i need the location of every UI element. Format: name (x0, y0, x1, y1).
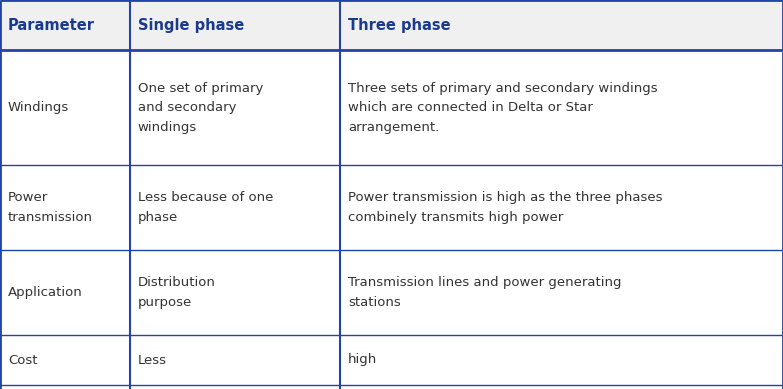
Bar (0, 250, 130, 335)
Text: One set of primary
and secondary
windings: One set of primary and secondary winding… (138, 82, 263, 133)
Bar (130, 50, 340, 165)
Bar (340, 385, 783, 389)
Bar (0, 50, 130, 165)
Bar (130, 165, 340, 250)
Text: Transmission lines and power generating
stations: Transmission lines and power generating … (348, 276, 622, 309)
Bar (340, 165, 783, 250)
Bar (130, 385, 340, 389)
Bar (340, 250, 783, 335)
Text: Single phase: Single phase (138, 18, 244, 33)
Text: high: high (348, 354, 377, 366)
Text: Parameter: Parameter (8, 18, 95, 33)
Text: Three phase: Three phase (348, 18, 450, 33)
Text: Power transmission is high as the three phases
combinely transmits high power: Power transmission is high as the three … (348, 191, 662, 224)
Text: Less: Less (138, 354, 167, 366)
Bar (340, 335, 783, 385)
Text: Cost: Cost (8, 354, 38, 366)
Bar (0, 385, 130, 389)
Bar (0, 165, 130, 250)
Text: Less because of one
phase: Less because of one phase (138, 191, 273, 224)
Text: Three sets of primary and secondary windings
which are connected in Delta or Sta: Three sets of primary and secondary wind… (348, 82, 658, 133)
Text: Distribution
purpose: Distribution purpose (138, 276, 215, 309)
Bar (130, 335, 340, 385)
Bar (130, 0, 340, 50)
Bar (0, 0, 130, 50)
Bar (340, 50, 783, 165)
Bar (130, 250, 340, 335)
Text: Windings: Windings (8, 101, 69, 114)
Bar (0, 335, 130, 385)
Text: Application: Application (8, 286, 82, 299)
Bar (340, 0, 783, 50)
Text: Power
transmission: Power transmission (8, 191, 93, 224)
